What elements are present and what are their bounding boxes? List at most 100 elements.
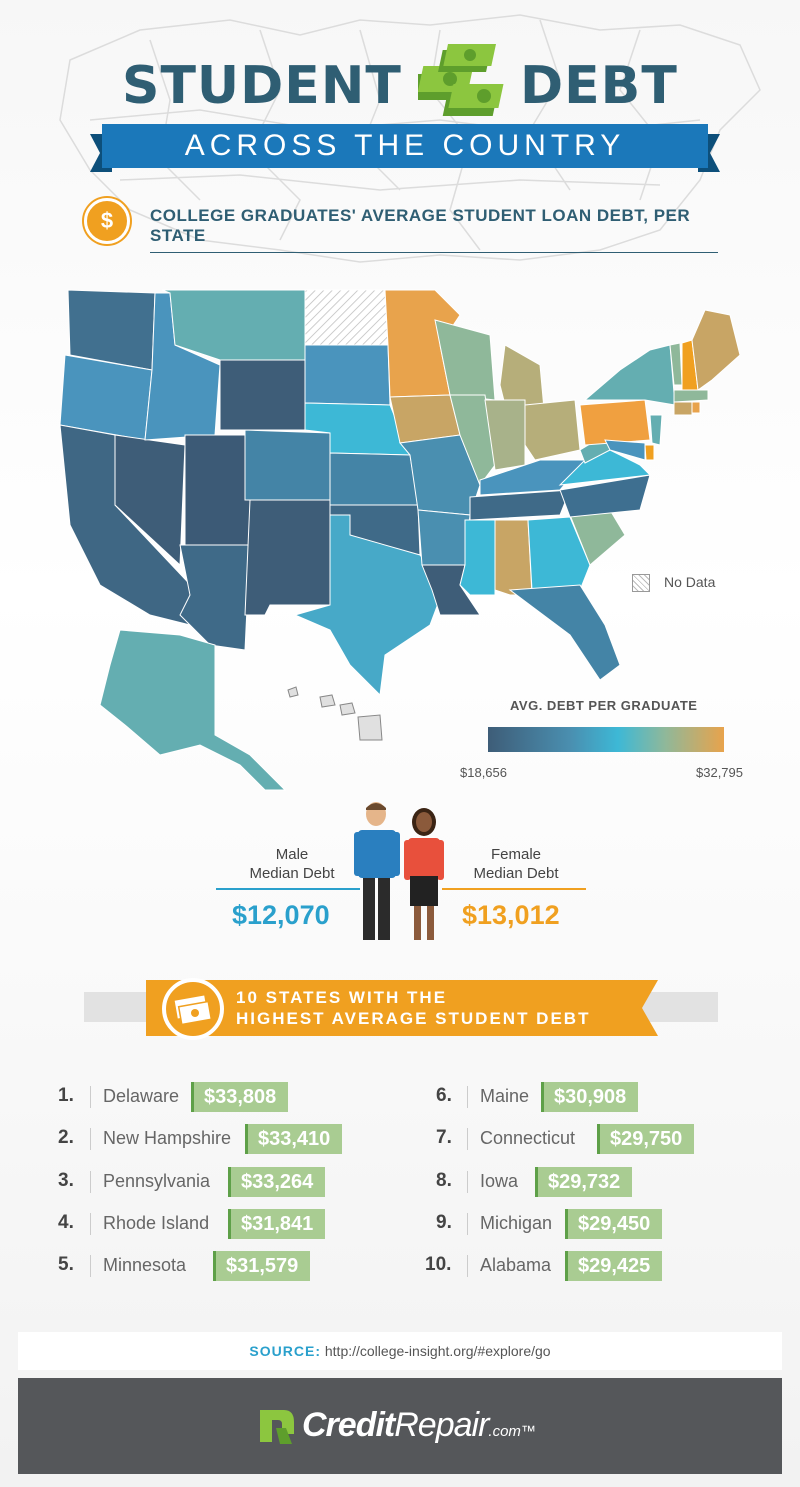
rank-row: 2. New Hampshire $33,410 — [58, 1124, 378, 1154]
top10-title-line-1: 10 STATES WITH THE — [236, 988, 448, 1007]
creditrepair-logo[interactable]: CreditRepair.com™ — [302, 1406, 536, 1445]
rank-row: 9. Michigan $29,450 — [425, 1209, 745, 1239]
money-stack-icon — [418, 44, 504, 116]
rank-number: 6. — [436, 1085, 452, 1106]
state-hawaii — [287, 686, 383, 741]
top10-banner — [146, 980, 658, 1036]
state-maine — [691, 309, 741, 391]
rank-number: 10. — [425, 1254, 452, 1275]
rank-state: Delaware — [103, 1086, 180, 1106]
state-ohio — [524, 399, 581, 461]
male-label-line-2: Median Debt — [249, 865, 335, 882]
footer-bar — [18, 1378, 782, 1474]
female-label-line-2: Median Debt — [473, 865, 559, 882]
title-student: STUDENT — [122, 56, 402, 116]
legend-title: AVG. DEBT PER GRADUATE — [510, 698, 698, 713]
state-delaware — [644, 444, 655, 461]
state-wyoming — [219, 359, 306, 431]
rank-debt: $29,732 — [535, 1167, 633, 1197]
rank-row: 10. Alabama $29,425 — [425, 1251, 745, 1281]
rank-state: Connecticut — [480, 1128, 576, 1148]
source-line: SOURCE: http://college-insight.org/#expl… — [18, 1332, 782, 1370]
logo-suffix: .com™ — [488, 1423, 536, 1440]
state-iowa — [389, 394, 461, 444]
rank-state: Minnesota — [103, 1255, 187, 1275]
rank-debt: $31,579 — [213, 1251, 311, 1281]
state-virginia — [558, 449, 652, 486]
rank-state: Maine — [480, 1086, 530, 1106]
rank-separator — [90, 1213, 91, 1235]
no-data-label: No Data — [664, 574, 716, 590]
male-label-line-1: Male — [275, 846, 309, 863]
rank-state: Pennsylvania — [103, 1171, 211, 1191]
rank-row: 3. Pennsylvania $33,264 — [58, 1167, 378, 1197]
rank-separator — [467, 1213, 468, 1235]
title-debt: DEBT — [520, 56, 678, 116]
state-nevada — [114, 434, 186, 567]
rank-debt: $33,808 — [191, 1082, 289, 1112]
state-connecticut — [673, 401, 693, 416]
female-median-label: Female Median Debt — [456, 845, 576, 883]
rank-separator — [90, 1255, 91, 1277]
rank-number: 9. — [436, 1212, 452, 1233]
rank-separator — [90, 1128, 91, 1150]
state-new-jersey — [649, 414, 663, 446]
rank-number: 5. — [58, 1254, 74, 1275]
state-south-dakota — [304, 344, 391, 406]
state-tennessee — [469, 489, 571, 521]
state-pennsylvania — [579, 399, 651, 446]
us-debt-map — [59, 289, 741, 791]
legend-min-value: $18,656 — [460, 765, 507, 780]
rank-number: 4. — [58, 1212, 74, 1233]
no-data-swatch — [632, 574, 650, 592]
rank-debt: $29,750 — [597, 1124, 695, 1154]
female-divider — [442, 888, 586, 890]
creditrepair-logo-icon — [260, 1410, 294, 1444]
rank-debt: $33,410 — [245, 1124, 343, 1154]
male-median-label: Male Median Debt — [232, 845, 352, 883]
female-median-value: $13,012 — [462, 900, 560, 930]
state-massachusetts — [673, 389, 709, 403]
rank-state: Rhode Island — [103, 1213, 210, 1233]
money-bag-icon: $ — [84, 198, 130, 244]
state-georgia — [527, 516, 591, 591]
state-north-dakota — [304, 289, 389, 346]
rank-separator — [90, 1171, 91, 1193]
rank-row: 1. Delaware $33,808 — [58, 1082, 378, 1112]
state-rhode-island — [691, 401, 701, 414]
state-alaska — [99, 629, 287, 791]
state-colorado — [244, 429, 331, 501]
rank-state: New Hampshire — [103, 1128, 232, 1148]
state-arizona — [179, 544, 251, 651]
rank-state: Iowa — [480, 1171, 519, 1191]
rank-separator — [467, 1255, 468, 1277]
ribbon-subtitle: ACROSS THE COUNTRY — [184, 129, 626, 162]
rank-debt: $33,264 — [228, 1167, 326, 1197]
ribbon-banner — [90, 124, 720, 172]
state-kansas — [329, 452, 419, 506]
source-url[interactable]: http://college-insight.org/#explore/go — [324, 1343, 551, 1359]
rank-debt: $30,908 — [541, 1082, 639, 1112]
state-mississippi — [459, 519, 496, 596]
rank-number: 8. — [436, 1170, 452, 1191]
rank-state: Alabama — [480, 1255, 552, 1275]
rank-separator — [467, 1171, 468, 1193]
state-illinois — [449, 394, 496, 487]
rank-separator — [467, 1128, 468, 1150]
rank-row: 8. Iowa $29,732 — [425, 1167, 745, 1197]
state-new-york — [583, 344, 676, 406]
rank-debt: $31,841 — [228, 1209, 326, 1239]
state-texas — [293, 514, 446, 697]
male-median-value: $12,070 — [232, 900, 330, 930]
rank-row: 7. Connecticut $29,750 — [425, 1124, 765, 1154]
map-subtitle: COLLEGE GRADUATES' AVERAGE STUDENT LOAN … — [150, 206, 718, 253]
rank-debt: $29,425 — [565, 1251, 663, 1281]
logo-repair: Repair — [394, 1406, 489, 1444]
state-new-mexico — [244, 499, 331, 616]
cash-icon — [162, 978, 224, 1040]
state-florida — [508, 584, 621, 681]
rank-row: 6. Maine $30,908 — [425, 1082, 745, 1112]
man-woman-icon — [354, 802, 444, 940]
top10-title-line-2: HIGHEST AVERAGE STUDENT DEBT — [236, 1009, 591, 1028]
rank-row: 5. Minnesota $31,579 — [58, 1251, 378, 1281]
